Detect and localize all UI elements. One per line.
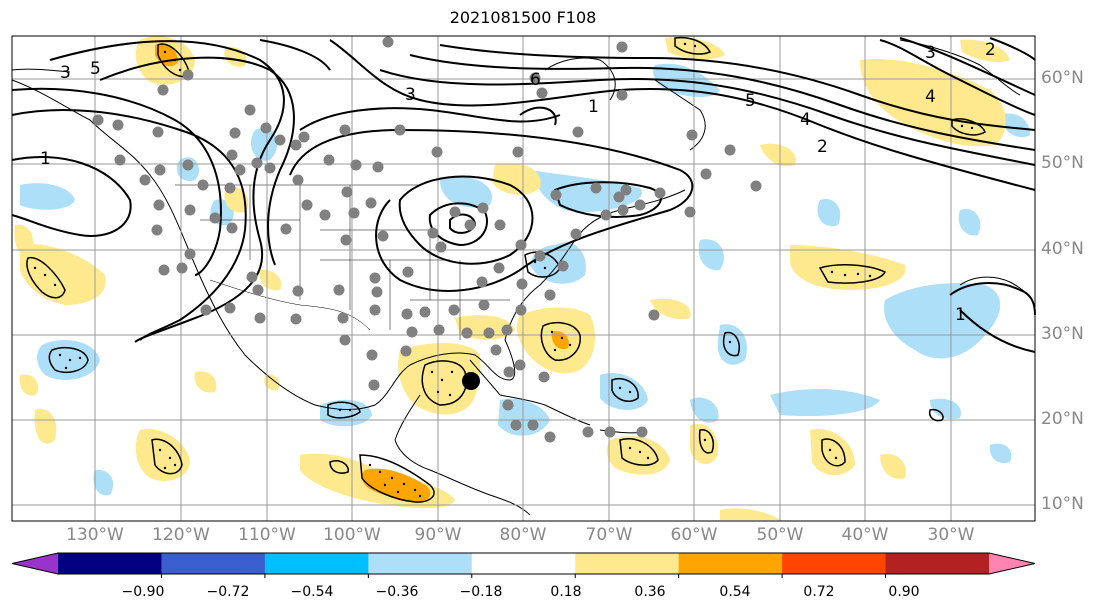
colorbar-tick-label: 0.36 (634, 584, 666, 600)
longitude-label: 50°W (756, 525, 804, 545)
significance-outlines (26, 36, 986, 503)
longitude-label: 60°W (670, 525, 718, 545)
contour-label: 5 (90, 59, 101, 79)
colorbar-segment (885, 553, 990, 574)
longitude-label: 120°W (152, 525, 210, 545)
longitude-label: 70°W (585, 525, 633, 545)
longitude-label: 80°W (499, 525, 547, 545)
longitude-label: 110°W (238, 525, 296, 545)
contour-lines (11, 37, 1036, 353)
contour-label: 5 (745, 91, 756, 111)
longitude-label: 30°W (927, 525, 975, 545)
stipple-dots (33, 42, 974, 498)
contour-label: 3 (60, 63, 71, 83)
colorbar-segment (575, 553, 680, 574)
latitude-label: 40°N (1041, 239, 1084, 259)
colorbar-segment (264, 553, 369, 574)
contour-label: 1 (955, 305, 966, 325)
longitude-label: 40°W (841, 525, 889, 545)
colorbar-tick-label: −0.90 (121, 584, 165, 600)
colorbar-segment (678, 553, 783, 574)
colorbar-outline (11, 552, 1036, 575)
map-title: 2021081500 F108 (449, 8, 597, 27)
colorbar-segment (471, 553, 576, 574)
map-frame (11, 35, 1036, 522)
longitude-label: 130°W (66, 525, 124, 545)
latitude-label: 10°N (1041, 494, 1084, 514)
latitude-label: 20°N (1041, 409, 1084, 429)
colorbar-tick-label: 0.90 (888, 584, 920, 600)
longitude-label: 90°W (414, 525, 462, 545)
station-markers (92, 36, 762, 443)
contour-label: 4 (925, 87, 936, 107)
contour-label: 1 (588, 97, 599, 117)
latitude-label: 30°N (1041, 324, 1084, 344)
contour-label: 3 (405, 85, 416, 105)
latitude-label: 60°N (1041, 68, 1084, 88)
colorbar-segment (368, 553, 473, 574)
colorbar-tick-label: −0.36 (375, 584, 419, 600)
graticule (12, 36, 1035, 521)
contour-label: 6 (530, 70, 541, 90)
colorbar-segment (161, 553, 266, 574)
hurricane-position-marker (462, 372, 480, 390)
colorbar-tick-label: −0.72 (206, 584, 250, 600)
political-borders (175, 184, 510, 340)
colorbar-tick-label: 0.18 (550, 584, 582, 600)
latitude-label: 50°N (1041, 153, 1084, 173)
colorbar-extend-low (12, 553, 58, 574)
colorbar-tick-label: −0.54 (290, 584, 334, 600)
colorbar-tick-label: −0.18 (459, 584, 503, 600)
colorbar-extend-high (989, 553, 1035, 574)
contour-label: 2 (817, 137, 828, 157)
contour-label: 4 (800, 110, 811, 130)
colorbar-segment (58, 553, 162, 574)
colorbar-tick-label: 0.72 (803, 584, 835, 600)
contour-label: 3 (925, 43, 936, 63)
contour-label-group: 1 3 5 6 1 5 4 2 3 2 4 1 3 (40, 40, 996, 325)
contour-label: 2 (985, 40, 996, 60)
colorbar-tick-label: 0.54 (719, 584, 751, 600)
colorbar (11, 552, 1036, 578)
colorbar-segment (782, 553, 887, 574)
contour-label: 1 (40, 149, 51, 169)
longitude-label: 100°W (323, 525, 381, 545)
